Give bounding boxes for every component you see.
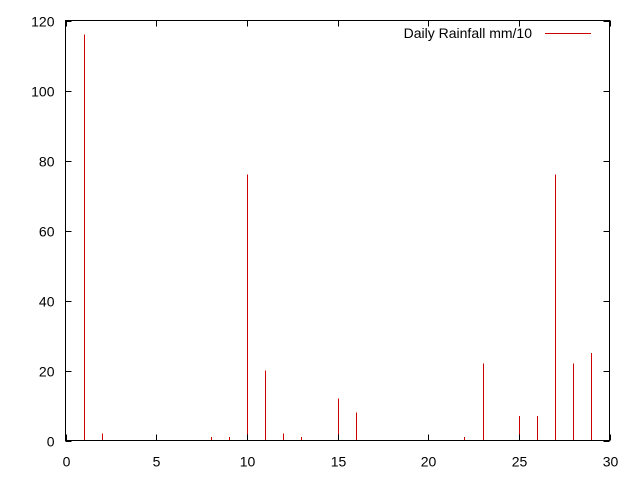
y-tick-label-40: 40 — [39, 294, 55, 310]
y-tick-label-60: 60 — [39, 224, 55, 240]
x-tick-label-5: 5 — [153, 454, 161, 470]
x-tick-label-30: 30 — [603, 454, 619, 470]
y-tick-label-20: 20 — [39, 364, 55, 380]
plot-frame — [65, 20, 610, 441]
y-tick-label-120: 120 — [31, 14, 55, 30]
bars-layer — [84, 34, 592, 441]
x-tick-label-15: 15 — [331, 454, 347, 470]
x-tick-label-20: 20 — [421, 454, 437, 470]
y-tick-label-100: 100 — [31, 84, 55, 100]
y-tick-label-80: 80 — [39, 154, 55, 170]
y-tick-label-0: 0 — [47, 434, 55, 450]
x-tick-label-0: 0 — [63, 454, 71, 470]
x-tick-label-25: 25 — [512, 454, 528, 470]
x-tick-label-10: 10 — [240, 454, 256, 470]
legend: Daily Rainfall mm/10 — [404, 25, 591, 41]
ticks-layer: 0 5 10 15 20 25 30 0 20 40 60 80 100 120 — [31, 14, 618, 470]
legend-label: Daily Rainfall mm/10 — [404, 25, 533, 41]
